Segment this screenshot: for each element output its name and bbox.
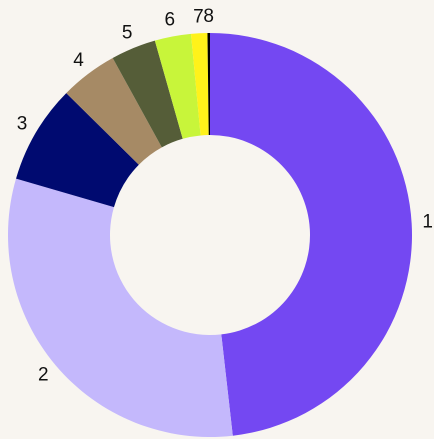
donut-slice [190, 33, 209, 136]
donut-slice [210, 33, 412, 436]
slice-label: 4 [73, 50, 84, 71]
donut-slice [66, 57, 162, 165]
slice-label: 5 [122, 22, 133, 43]
slice-label: 3 [17, 114, 28, 135]
slice-label: 2 [38, 365, 49, 386]
slice-label: 8 [203, 6, 214, 27]
slice-label: 6 [165, 10, 176, 31]
donut-slice [112, 40, 183, 148]
slice-label: 7 [193, 6, 204, 27]
slice-label: 1 [422, 212, 433, 233]
donut-slice [207, 33, 210, 136]
donut-slice [16, 93, 139, 208]
donut-slice [154, 33, 201, 139]
donut-slice [7, 178, 233, 437]
